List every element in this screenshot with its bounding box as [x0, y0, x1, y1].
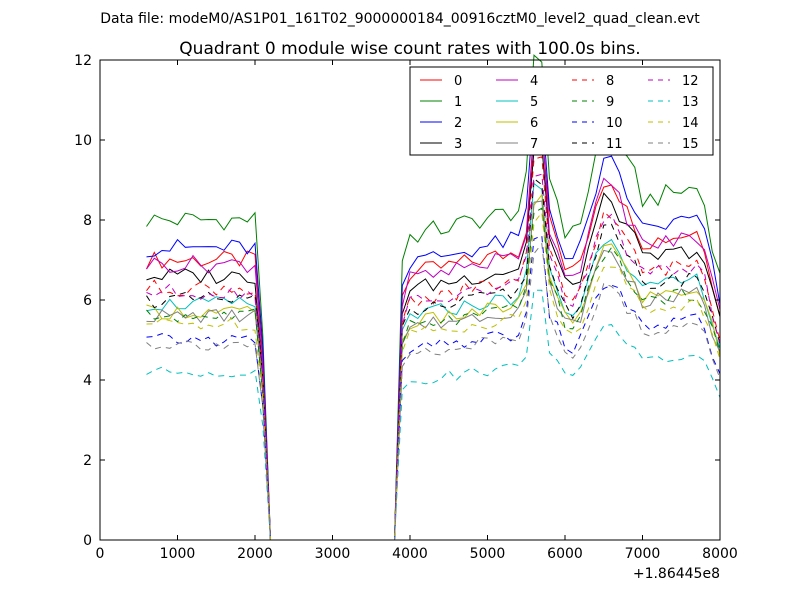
figure-suptitle: Data file: modeM0/AS1P01_161T02_90000001… — [100, 11, 700, 27]
series-line-13 — [146, 289, 721, 541]
legend-label-7: 7 — [530, 137, 538, 152]
y-tick-label: 8 — [83, 213, 92, 229]
y-tick-label: 6 — [83, 293, 92, 309]
x-tick-label: 5000 — [470, 546, 506, 562]
x-tick-label: 1000 — [160, 546, 196, 562]
legend-frame — [409, 66, 714, 156]
legend-label-1: 1 — [454, 95, 462, 110]
x-tick-label: 8000 — [702, 546, 738, 562]
x-axis-offset-label: +1.86445e8 — [633, 566, 720, 582]
legend-label-5: 5 — [530, 95, 538, 110]
series-line-11 — [146, 177, 721, 541]
legend-label-14: 14 — [682, 116, 699, 131]
series-line-12 — [146, 173, 721, 541]
y-tick-label: 2 — [83, 453, 92, 469]
y-tick-label: 10 — [74, 133, 92, 149]
x-tick-label: 3000 — [315, 546, 351, 562]
series-line-5 — [146, 182, 721, 541]
series-line-4 — [146, 121, 721, 541]
series-line-14 — [146, 211, 721, 541]
series-line-6 — [146, 193, 721, 541]
legend-label-10: 10 — [606, 116, 623, 131]
series-line-0 — [146, 126, 721, 541]
legend-label-13: 13 — [682, 95, 699, 110]
y-tick-label: 4 — [83, 373, 92, 389]
legend-label-11: 11 — [606, 137, 623, 152]
legend-label-9: 9 — [606, 95, 614, 110]
legend-label-4: 4 — [530, 74, 538, 89]
series-line-2 — [146, 101, 721, 541]
series-line-9 — [146, 207, 721, 541]
series-line-3 — [146, 144, 721, 541]
plot-lines — [146, 54, 721, 541]
legend-label-3: 3 — [454, 137, 462, 152]
x-tick-label: 0 — [96, 546, 105, 562]
x-tick-label: 4000 — [392, 546, 428, 562]
legend-label-12: 12 — [682, 74, 699, 89]
legend-label-6: 6 — [530, 116, 538, 131]
x-tick-label: 7000 — [625, 546, 661, 562]
legend-label-2: 2 — [454, 116, 462, 131]
series-line-10 — [146, 234, 721, 541]
chart-title: Quadrant 0 module wise count rates with … — [179, 39, 640, 59]
legend-label-0: 0 — [454, 74, 462, 89]
y-tick-label: 0 — [83, 533, 92, 549]
series-line-7 — [146, 200, 721, 541]
x-tick-label: 6000 — [547, 546, 583, 562]
legend-label-8: 8 — [606, 74, 614, 89]
x-axis: 0 1000 2000 3000 4000 5000 6000 7000 8000 — [96, 60, 738, 562]
series-line-8 — [146, 156, 721, 541]
y-tick-label: 12 — [74, 53, 92, 69]
x-tick-label: 2000 — [237, 546, 273, 562]
series-line-15 — [146, 242, 721, 541]
legend-label-15: 15 — [682, 137, 699, 152]
